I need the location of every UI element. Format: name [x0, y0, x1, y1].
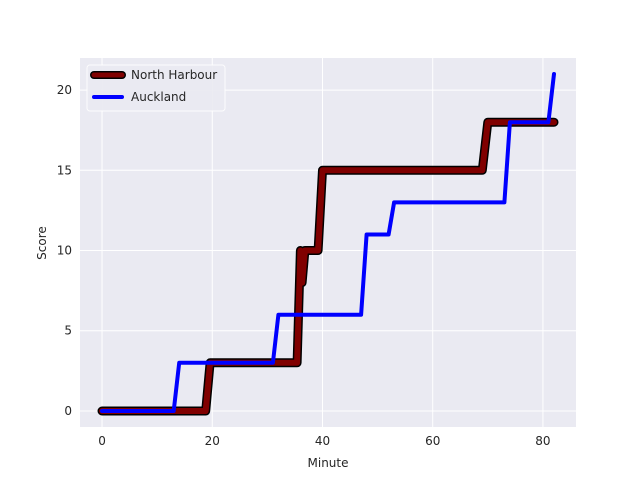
x-tick-label: 80: [535, 434, 550, 448]
plot-background: [80, 58, 576, 427]
x-tick-label: 60: [425, 434, 440, 448]
x-axis-label: Minute: [308, 456, 349, 470]
y-tick-label: 5: [64, 324, 72, 338]
x-axis-ticks: 0 20 40 60 80: [98, 434, 550, 448]
y-tick-label: 20: [57, 83, 72, 97]
x-tick-label: 40: [315, 434, 330, 448]
series-layer: [97, 72, 559, 416]
legend-label-auckland: Auckland: [131, 90, 186, 104]
legend: North Harbour Auckland: [86, 64, 226, 112]
y-axis-ticks: 0 5 10 15 20: [57, 83, 72, 418]
y-tick-label: 15: [57, 163, 72, 177]
legend-label-north-harbour: North Harbour: [131, 68, 217, 82]
x-tick-label: 0: [98, 434, 106, 448]
y-tick-label: 10: [57, 244, 72, 258]
x-tick-label: 20: [205, 434, 220, 448]
series-line-auckland: [100, 72, 556, 413]
y-axis-label: Score: [35, 226, 49, 260]
y-tick-label: 0: [64, 404, 72, 418]
